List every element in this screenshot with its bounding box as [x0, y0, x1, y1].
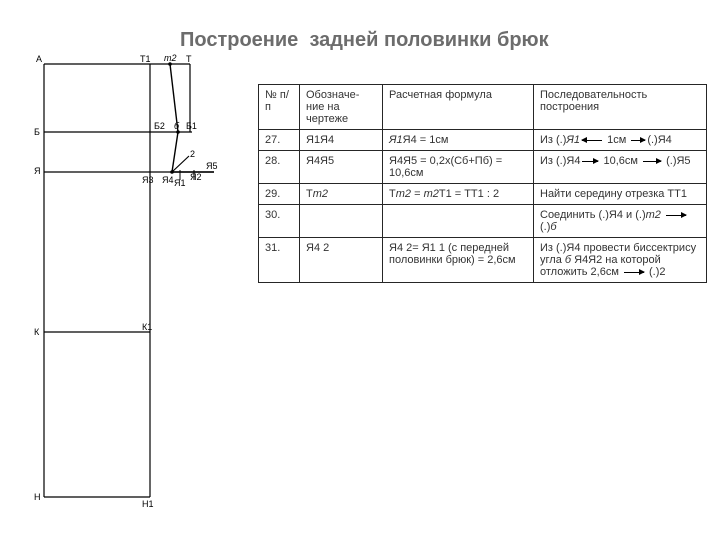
table-row: 31.Я4 2Я4 2= Я1 1 (с передней половинки …	[259, 238, 707, 283]
cell-number: 29.	[259, 184, 300, 205]
steps-table: № п/п Обозначе-ние на чертеже Расчетная …	[258, 84, 707, 283]
table-body: 27.Я1Я4Я1Я4 = 1смИз (.)Я1 1см (.)Я428.Я4…	[259, 130, 707, 283]
page-title: Построение задней половинки брюк	[180, 28, 549, 53]
table-row: 27.Я1Я4Я1Я4 = 1смИз (.)Я1 1см (.)Я4	[259, 130, 707, 151]
cell-sequence: Из (.)Я1 1см (.)Я4	[534, 130, 707, 151]
table-row: 28.Я4Я5Я4Я5 = 0,2х(Сб+Пб) = 10,6смИз (.)…	[259, 151, 707, 184]
svg-text:Я: Я	[34, 166, 41, 176]
cell-denote: Тт2	[300, 184, 383, 205]
svg-text:Н: Н	[34, 492, 41, 502]
svg-text:Я4: Я4	[162, 175, 174, 185]
table-row: 30. Соединить (.)Я4 и (.)т2 (.)б	[259, 205, 707, 238]
svg-text:Я5: Я5	[206, 161, 218, 171]
cell-denote: Я4Я5	[300, 151, 383, 184]
svg-text:Т1: Т1	[140, 54, 151, 64]
cell-sequence: Из (.)Я4 провести биссектрису угла б Я4Я…	[534, 238, 707, 283]
cell-formula: Я4 2= Я1 1 (с передней половинки брюк) =…	[383, 238, 534, 283]
svg-text:Б2: Б2	[154, 121, 165, 131]
cell-sequence: Из (.)Я4 10,6см (.)Я5	[534, 151, 707, 184]
svg-text:б: б	[174, 121, 180, 131]
svg-text:Н1: Н1	[142, 499, 154, 509]
svg-text:Я2: Я2	[190, 172, 202, 182]
cell-sequence: Найти середину отрезка ТТ1	[534, 184, 707, 205]
col-denote: Обозначе-ние на чертеже	[300, 85, 383, 130]
cell-denote: Я1Я4	[300, 130, 383, 151]
cell-number: 27.	[259, 130, 300, 151]
svg-text:Я1: Я1	[174, 178, 186, 188]
cell-formula: Я1Я4 = 1см	[383, 130, 534, 151]
svg-text:К1: К1	[142, 322, 152, 332]
col-sequence: Последовательность построения	[534, 85, 707, 130]
table-header-row: № п/п Обозначе-ние на чертеже Расчетная …	[259, 85, 707, 130]
cell-number: 31.	[259, 238, 300, 283]
svg-text:Б: Б	[34, 127, 40, 137]
title-part2: задней половинки брюк	[309, 29, 548, 51]
svg-text:А: А	[36, 54, 42, 64]
cell-formula	[383, 205, 534, 238]
col-number: № п/п	[259, 85, 300, 130]
cell-denote	[300, 205, 383, 238]
svg-text:Т: Т	[186, 54, 192, 64]
pattern-diagram: А Т1 т2 Т Б Б2 б Б1 Я Я3 Я4 Я5 Я1 Я2 2 К…	[24, 52, 234, 532]
cell-denote: Я4 2	[300, 238, 383, 283]
cell-number: 30.	[259, 205, 300, 238]
cell-formula: Я4Я5 = 0,2х(Сб+Пб) = 10,6см	[383, 151, 534, 184]
svg-text:К: К	[34, 327, 40, 337]
svg-text:Б1: Б1	[186, 121, 197, 131]
table-row: 29.Тт2Тт2 = т2Т1 = ТТ1 : 2Найти середину…	[259, 184, 707, 205]
cell-sequence: Соединить (.)Я4 и (.)т2 (.)б	[534, 205, 707, 238]
svg-text:Я3: Я3	[142, 175, 154, 185]
svg-text:т2: т2	[164, 53, 177, 63]
col-formula: Расчетная формула	[383, 85, 534, 130]
title-part1: Построение	[180, 29, 298, 51]
cell-formula: Тт2 = т2Т1 = ТТ1 : 2	[383, 184, 534, 205]
cell-number: 28.	[259, 151, 300, 184]
svg-text:2: 2	[190, 149, 195, 159]
